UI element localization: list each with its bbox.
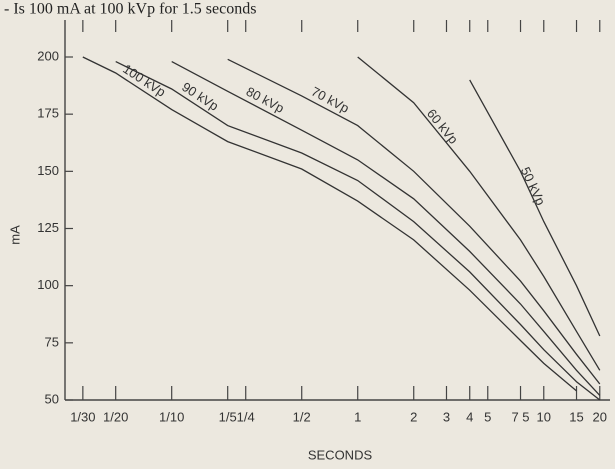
x-tick-label: 1/20 xyxy=(103,409,128,424)
y-tick-label: 200 xyxy=(37,48,59,63)
x-tick-label: 1/4 xyxy=(237,409,255,424)
x-tick-label: 3 xyxy=(443,409,450,424)
y-tick-label: 125 xyxy=(37,220,59,235)
x-tick-label: 5 xyxy=(484,409,491,424)
chart: - Is 100 mA at 100 kVp for 1.5 seconds S… xyxy=(0,0,615,469)
x-tick-label: 1 xyxy=(354,409,361,424)
x-tick-label: 4 xyxy=(466,409,473,424)
y-tick-label: 50 xyxy=(45,391,59,406)
x-axis-label: SECONDS xyxy=(308,447,373,462)
x-tick-label: 7 5 xyxy=(511,409,529,424)
curve xyxy=(172,62,600,396)
curve xyxy=(116,62,600,400)
curve-label: 50 kVp xyxy=(518,165,549,208)
x-tick-label: 2 xyxy=(410,409,417,424)
y-tick-label: 100 xyxy=(37,277,59,292)
y-tick-label: 75 xyxy=(45,334,59,349)
x-tick-label: 1/2 xyxy=(293,409,311,424)
y-tick-label: 175 xyxy=(37,106,59,121)
x-tick-label: 1/10 xyxy=(159,409,184,424)
y-tick-label: 150 xyxy=(37,163,59,178)
x-tick-label: 10 xyxy=(537,409,551,424)
curve xyxy=(470,80,600,336)
x-tick-label: 1/5 xyxy=(219,409,237,424)
x-tick-label: 20 xyxy=(593,409,607,424)
caption: - Is 100 mA at 100 kVp for 1.5 seconds xyxy=(4,1,256,18)
curve xyxy=(358,57,600,370)
x-tick-label: 15 xyxy=(569,409,583,424)
y-axis-label: mA xyxy=(7,225,22,245)
curve-label: 60 kVp xyxy=(424,106,461,147)
x-tick-label: 1/30 xyxy=(70,409,95,424)
